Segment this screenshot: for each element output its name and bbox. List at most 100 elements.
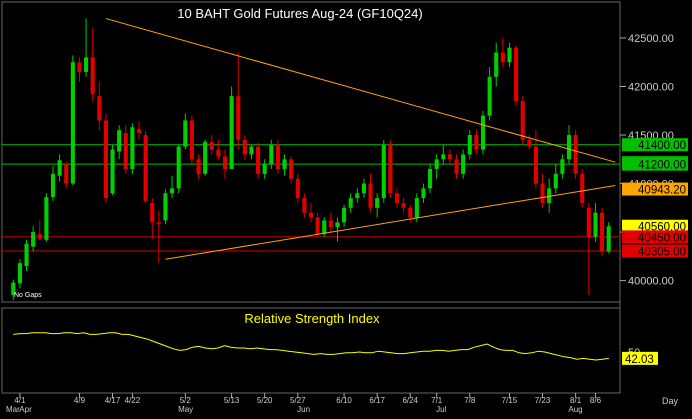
date-axis: 4/1 4/9 4/17 4/22 5/2 5/13 5/20 5/27 6/10 6/17 6/2…: [6, 393, 602, 414]
candle-body: [540, 183, 545, 203]
x-tick-label: 8/6: [590, 396, 602, 405]
candle-body: [103, 120, 108, 199]
candle-body: [328, 220, 333, 228]
x-tick-label: 5/20: [257, 396, 273, 405]
candle-body: [553, 173, 558, 189]
x-tick-label: 4/17: [105, 396, 121, 405]
candle-body: [24, 243, 29, 267]
candle-body: [381, 144, 386, 199]
candle-body: [348, 198, 353, 208]
candle-body: [262, 164, 267, 174]
candle-body: [289, 159, 294, 179]
x-tick-label: 4/1: [14, 396, 26, 405]
candle-body: [361, 183, 366, 194]
candle-body: [414, 198, 419, 218]
candle-body: [408, 207, 413, 218]
candle-body: [183, 120, 188, 147]
candle-body: [203, 141, 208, 174]
rsi-line: [13, 332, 609, 361]
candle-body: [335, 222, 340, 228]
candle-body: [606, 226, 611, 252]
price-tag-label: 40305.00: [638, 246, 686, 258]
candle-body: [500, 52, 505, 63]
candle-body: [580, 173, 585, 203]
candle-body: [229, 96, 234, 169]
x-tick-label: 5/27: [290, 396, 306, 405]
x-tick-label: 5/13: [224, 396, 240, 405]
candle-body: [123, 133, 128, 169]
candle-body: [143, 135, 148, 202]
x-tick-label: 4/22: [125, 396, 141, 405]
candle-body: [474, 135, 479, 150]
candle-body: [434, 159, 439, 169]
candle-body: [315, 217, 320, 235]
candle-body: [57, 160, 62, 176]
price-plot: [2, 18, 620, 300]
candle-body: [11, 282, 16, 296]
rsi-value-tag: [622, 351, 658, 365]
price-tag-label: 40450.00: [638, 232, 686, 244]
candle-body: [533, 146, 538, 184]
x-tick-label: 6/10: [336, 396, 352, 405]
candle-body: [322, 220, 327, 235]
candle-body: [295, 178, 300, 199]
rsi-plot: 5042.03: [13, 332, 658, 366]
candle-body: [401, 202, 406, 208]
candle-body: [189, 120, 194, 160]
x-tick-label: 7/15: [502, 396, 518, 405]
trend-line: [105, 18, 616, 163]
candle-body: [593, 212, 598, 237]
candle-body: [447, 154, 452, 160]
price-tag-box: [622, 138, 688, 152]
x-tick-label: 6/17: [369, 396, 385, 405]
candle-body: [17, 263, 22, 284]
candle-body: [242, 139, 247, 155]
candle-body: [216, 149, 221, 157]
candle-body: [520, 101, 525, 140]
price-tag-box: [622, 244, 688, 258]
candle-body: [507, 47, 512, 63]
trend-line: [165, 184, 616, 260]
candle-body: [256, 146, 261, 174]
x-axis-unit-label: Day: [662, 396, 679, 406]
candle-body: [275, 144, 280, 169]
chart-title: 10 BAHT Gold Futures Aug-24 (GF10Q24): [177, 6, 422, 21]
x-tick-label: 6/24: [402, 396, 418, 405]
candle-body: [441, 154, 446, 160]
candle-body: [64, 164, 69, 184]
price-tag-box: [622, 182, 688, 196]
candle-body: [527, 139, 532, 147]
candle-body: [249, 146, 254, 155]
candle-body: [388, 144, 393, 194]
x-month-label: May: [178, 405, 193, 414]
candle-body: [209, 141, 214, 150]
candle-body: [342, 207, 347, 223]
candle-body: [136, 129, 142, 134]
candle-body: [394, 193, 400, 203]
price-tag-box: [622, 157, 688, 171]
candle-body: [586, 207, 591, 237]
candle-body: [31, 232, 36, 247]
price-tag-box: [622, 230, 688, 244]
candle-body: [547, 188, 552, 203]
candle-body: [355, 193, 360, 199]
price-tag-box: [622, 219, 688, 233]
candle-body: [176, 146, 181, 189]
candle-body: [77, 62, 82, 72]
y-tick-label: 42500.00: [628, 33, 674, 45]
x-month-label: Aug: [568, 405, 582, 414]
candle-body: [90, 57, 95, 95]
x-tick-label: 7/23: [535, 396, 551, 405]
candle-body: [514, 47, 519, 102]
candle-body: [44, 197, 49, 240]
x-month-label: Mar: [6, 405, 20, 414]
candle-body: [84, 57, 89, 72]
candle-body: [467, 135, 472, 155]
candle-body: [196, 159, 201, 174]
rsi-value-label: 42.03: [625, 354, 654, 366]
candle-body: [480, 115, 486, 150]
x-tick-label: 8/1: [570, 396, 582, 405]
candle-body: [487, 76, 492, 116]
